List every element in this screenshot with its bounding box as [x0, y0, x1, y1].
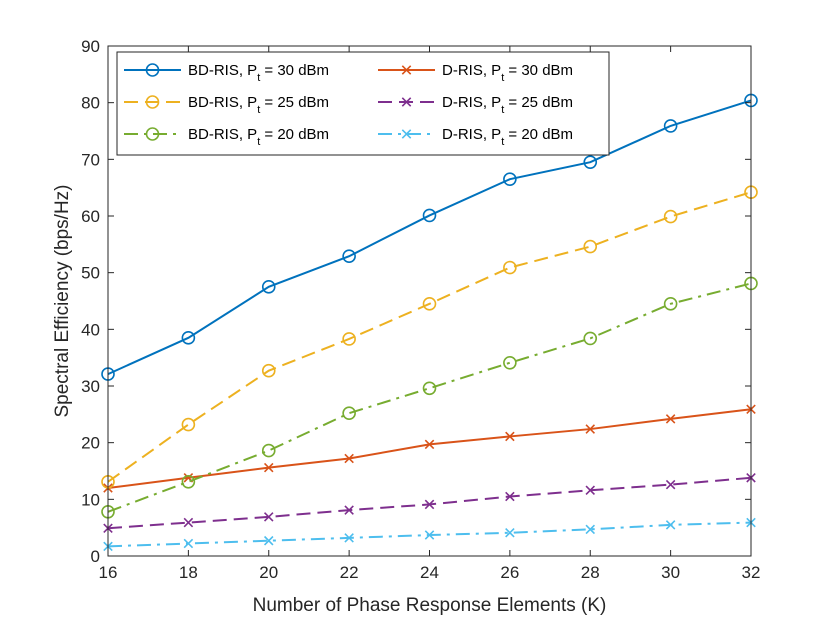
data-point: [422, 381, 437, 396]
y-tick-label: 10: [81, 490, 100, 509]
data-point: [183, 538, 194, 549]
y-tick-label: 0: [91, 547, 100, 566]
data-point: [665, 414, 676, 424]
data-point: [342, 249, 356, 264]
series-6: [103, 517, 756, 552]
data-point: [503, 260, 517, 275]
data-point: [505, 431, 515, 442]
legend-label: BD-RIS, Pt = 30 dBm: [188, 62, 329, 84]
data-point: [344, 533, 354, 543]
data-point: [261, 280, 276, 294]
series-line: [107, 99, 752, 376]
chart-marks: [101, 93, 758, 552]
data-point: [505, 528, 515, 538]
legend-entry: BD-RIS, Pt = 20 dBm: [124, 126, 329, 148]
x-tick-label: 24: [420, 563, 439, 582]
chart-axes: 16 18 20 22 24 26 28 30 32 0 10 20 30 40 50 60 70 80 90: [81, 37, 760, 582]
legend-marker: [145, 127, 160, 141]
data-point: [263, 512, 274, 522]
data-point: [422, 208, 437, 223]
y-tick-label: 70: [81, 150, 100, 169]
x-tick-label: 26: [500, 563, 519, 582]
legend-label: BD-RIS, Pt = 20 dBm: [188, 126, 329, 148]
data-point: [663, 297, 678, 311]
data-point: [181, 474, 196, 489]
x-tick-label: 32: [742, 563, 761, 582]
legend-marker: [145, 63, 160, 77]
x-tick-label: 20: [259, 563, 278, 582]
x-tick-label: 22: [340, 563, 359, 582]
legend-marker: [401, 97, 412, 107]
data-point: [181, 417, 196, 432]
data-point: [505, 491, 515, 502]
data-point: [663, 119, 678, 133]
data-point: [585, 524, 596, 535]
data-point: [424, 530, 435, 540]
x-axis-label: Number of Phase Response Elements (K): [253, 595, 607, 616]
data-point: [344, 505, 354, 515]
data-point: [585, 424, 596, 434]
data-point: [663, 209, 678, 224]
legend-entry: D-RIS, Pt = 25 dBm: [378, 94, 573, 116]
x-tick-label: 28: [581, 563, 600, 582]
data-point: [503, 355, 517, 370]
y-tick-label: 80: [81, 94, 100, 113]
data-point: [263, 535, 274, 546]
data-point: [261, 443, 276, 458]
series-line: [107, 282, 752, 513]
data-point: [422, 297, 437, 311]
data-point: [342, 332, 356, 346]
data-point: [583, 331, 598, 346]
legend-box: [116, 51, 610, 156]
data-point: [342, 406, 356, 421]
legend-entry: D-RIS, Pt = 20 dBm: [378, 126, 573, 148]
data-point: [261, 363, 276, 378]
data-point: [583, 239, 598, 254]
data-point: [424, 439, 435, 450]
data-point: [181, 331, 196, 345]
data-point: [344, 453, 354, 464]
y-tick-label: 20: [81, 434, 100, 453]
y-tick-label: 40: [81, 320, 100, 339]
data-point: [263, 462, 274, 473]
data-point: [583, 155, 598, 169]
y-tick-label: 30: [81, 377, 100, 396]
data-point: [503, 172, 517, 186]
legend-marker: [145, 95, 160, 109]
legend-label: D-RIS, Pt = 25 dBm: [442, 94, 573, 116]
y-tick-label: 90: [81, 37, 100, 56]
legend-entry: BD-RIS, Pt = 30 dBm: [124, 62, 329, 84]
legend-label: BD-RIS, Pt = 25 dBm: [188, 94, 329, 116]
legend-entry: D-RIS, Pt = 30 dBm: [378, 62, 573, 84]
data-point: [585, 485, 596, 496]
data-point: [665, 479, 676, 490]
data-point: [424, 499, 435, 510]
y-axis-label: Spectral Efficiency (bps/Hz): [52, 184, 73, 417]
x-tick-label: 30: [661, 563, 680, 582]
chart-legend: BD-RIS, Pt = 30 dBm D-RIS, Pt = 30 dBm BD-…: [116, 51, 610, 156]
legend-label: D-RIS, Pt = 20 dBm: [442, 126, 573, 148]
x-tick-label: 18: [179, 563, 198, 582]
series-line: [107, 191, 752, 483]
x-tick-label: 16: [99, 563, 118, 582]
y-tick-label: 60: [81, 207, 100, 226]
legend-label: D-RIS, Pt = 30 dBm: [442, 62, 573, 84]
data-point: [183, 517, 194, 528]
legend-marker: [401, 129, 412, 139]
y-tick-label: 50: [81, 264, 100, 283]
legend-marker: [401, 65, 412, 75]
series-3: [101, 185, 758, 489]
data-point: [665, 520, 676, 530]
legend-entry: BD-RIS, Pt = 25 dBm: [124, 94, 329, 116]
